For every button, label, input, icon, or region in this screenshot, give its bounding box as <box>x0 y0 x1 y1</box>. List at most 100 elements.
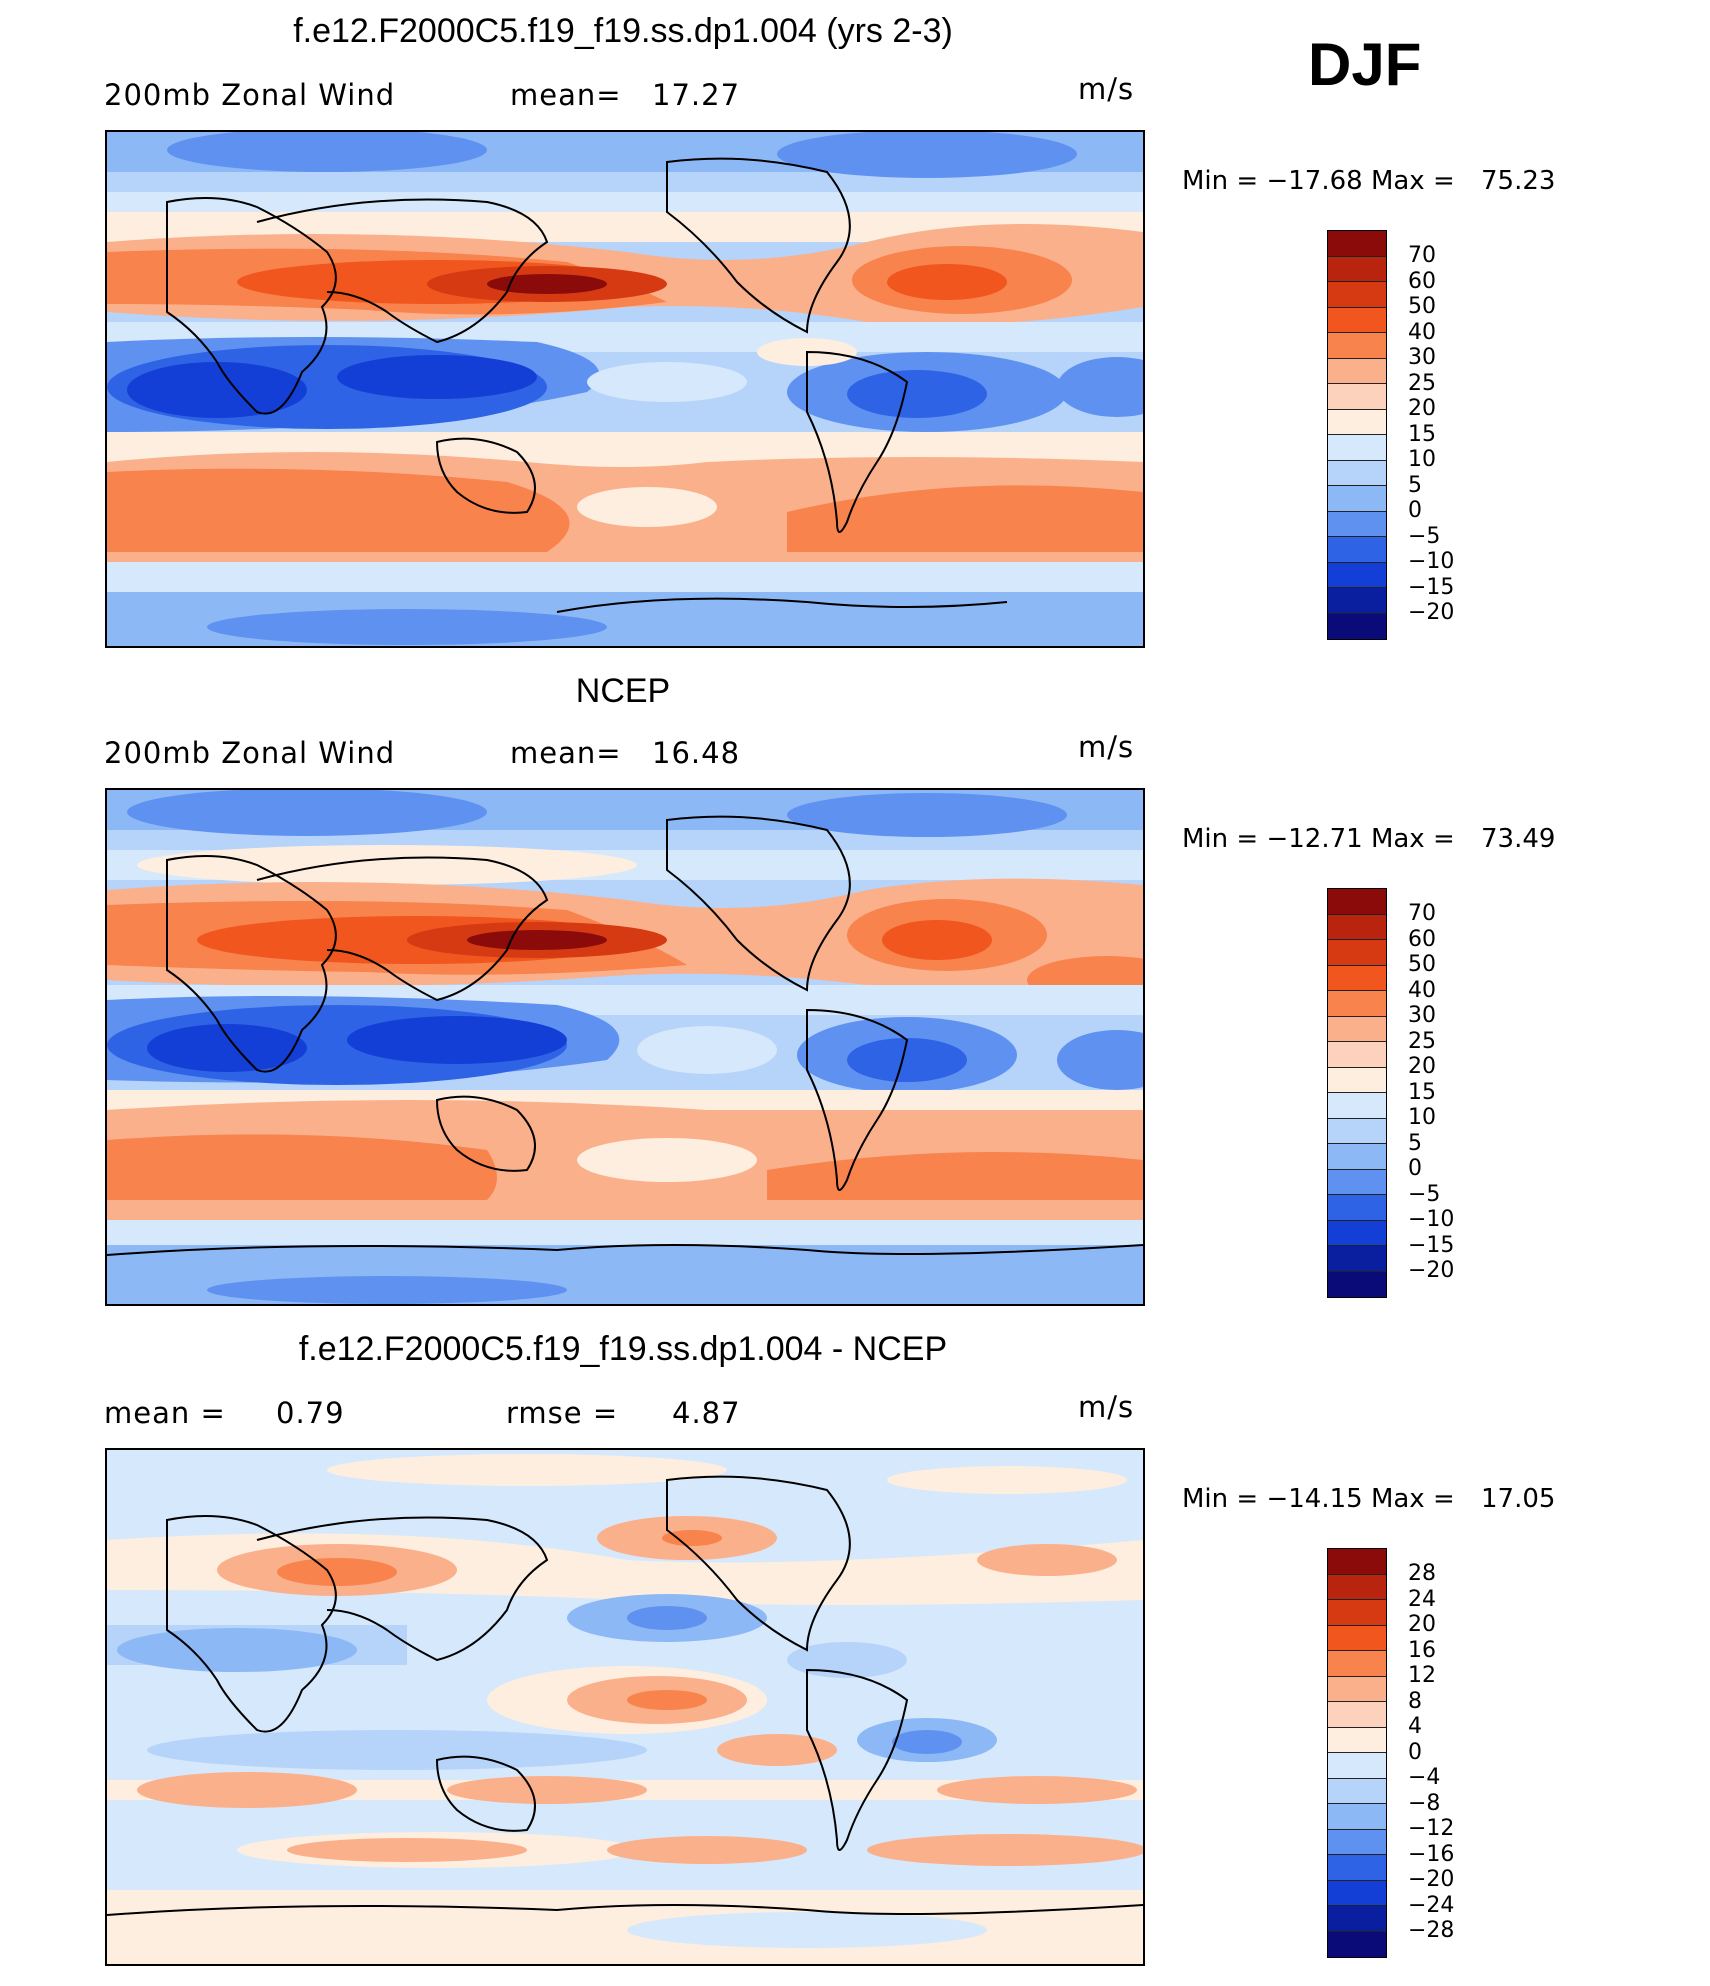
max-label: Max = <box>1370 1484 1455 1514</box>
panel1-mean-label: mean= <box>510 78 622 112</box>
panel2-units: m/s <box>1078 730 1135 764</box>
colorbar-label: 0 <box>1408 1156 1422 1181</box>
colorbar-label: 20 <box>1408 1612 1436 1637</box>
colorbar-swatch <box>1328 1118 1386 1144</box>
colorbar-label: −10 <box>1408 1207 1455 1232</box>
panel1-minmax: Min = −17.68 Max = 75.23 <box>1182 166 1555 196</box>
colorbar-label: −4 <box>1408 1765 1441 1790</box>
colorbar-swatch <box>1328 1906 1386 1932</box>
colorbar-swatch <box>1328 1016 1386 1042</box>
colorbar-swatch <box>1328 511 1386 537</box>
colorbar-swatch <box>1328 991 1386 1017</box>
panel2-colorbar <box>1327 888 1387 1298</box>
min-value: −17.68 <box>1266 166 1363 196</box>
colorbar-swatch <box>1328 914 1386 940</box>
colorbar-swatch <box>1328 537 1386 563</box>
colorbar-label: 28 <box>1408 1561 1436 1586</box>
panel2-mean-label: mean= <box>510 736 622 770</box>
panel1-colorbar <box>1327 230 1387 640</box>
colorbar-label: 10 <box>1408 447 1436 472</box>
colorbar-swatch <box>1328 358 1386 384</box>
colorbar-label: 10 <box>1408 1105 1436 1130</box>
colorbar-label: 50 <box>1408 294 1436 319</box>
colorbar-swatch <box>1328 1271 1386 1297</box>
colorbar-swatch <box>1328 460 1386 486</box>
colorbar-label: 25 <box>1408 370 1436 396</box>
colorbar-label: −5 <box>1408 523 1441 549</box>
colorbar-label: 4 <box>1408 1714 1422 1739</box>
colorbar-label: 16 <box>1408 1637 1436 1663</box>
min-label: Min = <box>1182 166 1259 196</box>
colorbar-label: 70 <box>1408 243 1436 268</box>
panel3-mean-value: 0.79 <box>276 1396 345 1430</box>
colorbar-swatch <box>1328 1829 1386 1855</box>
colorbar-label: 15 <box>1408 1079 1436 1105</box>
colorbar-swatch <box>1328 1169 1386 1195</box>
colorbar-swatch <box>1328 282 1386 308</box>
colorbar-label: −28 <box>1408 1918 1455 1943</box>
colorbar-label: −15 <box>1408 1232 1455 1258</box>
colorbar-label: 70 <box>1408 901 1436 926</box>
panel1-map <box>105 130 1145 648</box>
colorbar-label: −24 <box>1408 1892 1455 1918</box>
panel3-colorbar-labels: 28 24 20 16 12 8 4 0 −4 −8 −12 −16 −20 −24 −28 <box>1408 1561 1454 1944</box>
colorbar-label: 20 <box>1408 1054 1436 1079</box>
colorbar-label: 5 <box>1408 1130 1422 1156</box>
panel1-units: m/s <box>1078 72 1135 106</box>
colorbar-label: −15 <box>1408 574 1455 600</box>
colorbar-label: −20 <box>1408 600 1455 625</box>
colorbar-swatch <box>1328 1042 1386 1068</box>
colorbar-swatch <box>1328 1804 1386 1830</box>
panel1-colorbar-labels: 70 60 50 40 30 25 20 15 10 5 0 −5 −10 −15 −20 <box>1408 243 1454 626</box>
colorbar-swatch <box>1328 940 1386 966</box>
colorbar-swatch <box>1328 256 1386 282</box>
max-value: 17.05 <box>1481 1484 1556 1514</box>
colorbar-swatch <box>1328 1220 1386 1246</box>
panel3-mean-label: mean = <box>104 1396 226 1430</box>
colorbar-label: −5 <box>1408 1181 1441 1207</box>
panel1-title: f.e12.F2000C5.f19_f19.ss.dp1.004 (yrs 2-… <box>293 12 953 50</box>
panel1-variable-label: 200mb Zonal Wind <box>104 78 396 112</box>
colorbar-swatch <box>1328 307 1386 333</box>
colorbar-label: 40 <box>1408 319 1436 345</box>
colorbar-swatch <box>1328 1880 1386 1906</box>
colorbar-swatch <box>1328 486 1386 512</box>
colorbar-label: 30 <box>1408 345 1436 370</box>
colorbar-swatch <box>1328 231 1386 257</box>
colorbar-swatch <box>1328 889 1386 915</box>
panel1-mean-value: 17.27 <box>652 78 741 112</box>
colorbar-swatch <box>1328 1067 1386 1093</box>
colorbar-swatch <box>1328 333 1386 359</box>
max-value: 73.49 <box>1481 824 1556 854</box>
season-label: DJF <box>1308 31 1422 98</box>
colorbar-swatch <box>1328 1778 1386 1804</box>
panel3-colorbar <box>1327 1548 1387 1958</box>
panel2-variable-label: 200mb Zonal Wind <box>104 736 396 770</box>
colorbar-swatch <box>1328 1727 1386 1753</box>
panel2-minmax: Min = −12.71 Max = 73.49 <box>1182 824 1555 854</box>
colorbar-label: 0 <box>1408 1739 1422 1765</box>
colorbar-swatch <box>1328 1144 1386 1170</box>
colorbar-swatch <box>1328 1195 1386 1221</box>
colorbar-swatch <box>1328 1753 1386 1779</box>
colorbar-label: 60 <box>1408 268 1436 294</box>
colorbar-label: 60 <box>1408 926 1436 952</box>
panel3-map <box>105 1448 1145 1966</box>
panel2-colorbar-labels: 70 60 50 40 30 25 20 15 10 5 0 −5 −10 −15 −20 <box>1408 901 1454 1284</box>
colorbar-label: −8 <box>1408 1790 1441 1816</box>
colorbar-swatch <box>1328 965 1386 991</box>
colorbar-swatch <box>1328 613 1386 639</box>
colorbar-swatch <box>1328 1651 1386 1677</box>
panel3-units: m/s <box>1078 1390 1135 1424</box>
panel3-minmax: Min = −14.15 Max = 17.05 <box>1182 1484 1555 1514</box>
colorbar-swatch <box>1328 1625 1386 1651</box>
colorbar-label: 40 <box>1408 977 1436 1003</box>
colorbar-swatch <box>1328 562 1386 588</box>
panel3-rmse-value: 4.87 <box>672 1396 741 1430</box>
colorbar-swatch <box>1328 1246 1386 1272</box>
min-label: Min = <box>1182 1484 1259 1514</box>
colorbar-swatch <box>1328 409 1386 435</box>
panel2-title: NCEP <box>575 672 671 710</box>
colorbar-swatch <box>1328 1676 1386 1702</box>
colorbar-swatch <box>1328 1702 1386 1728</box>
